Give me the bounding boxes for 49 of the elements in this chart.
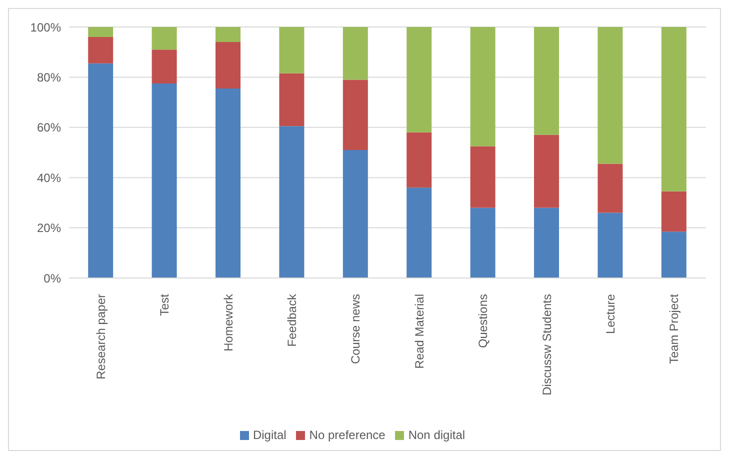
bar (88, 63, 114, 278)
bar (661, 191, 686, 232)
legend-label: Digital (252, 428, 286, 442)
y-tick-label: 0% (44, 271, 62, 286)
bar (661, 232, 686, 278)
y-tick-label: 80% (36, 70, 62, 84)
y-tick-label: 40% (36, 170, 62, 185)
bar (279, 126, 304, 278)
bar (470, 27, 496, 146)
legend-label: No preference (309, 428, 386, 442)
legend-label: Non digital (408, 428, 466, 442)
bar (406, 132, 432, 188)
x-tick-label: Lecture (603, 294, 618, 334)
x-tick-label: Discussw Students (540, 294, 554, 396)
bar (88, 27, 114, 38)
x-tick-label: Team Project (667, 293, 682, 364)
bar (598, 27, 623, 164)
bar (279, 73, 304, 126)
bar (406, 27, 432, 132)
x-tick-label: Read Material (412, 294, 426, 369)
bar (216, 42, 241, 88)
bar (470, 208, 496, 278)
x-tick-label: Feedback (284, 293, 299, 347)
y-tick-label: 20% (36, 221, 62, 236)
bar (216, 27, 241, 42)
bar (152, 83, 177, 278)
bar (598, 164, 623, 213)
bar (534, 27, 560, 135)
bar (152, 50, 177, 84)
bar (406, 188, 432, 278)
x-tick-label: Test (158, 293, 172, 316)
bar (470, 146, 496, 208)
x-tick-label: Research paper (94, 294, 108, 380)
bar (342, 80, 368, 150)
bar (342, 27, 368, 80)
y-tick-label: 60% (36, 120, 62, 135)
bar (534, 134, 560, 208)
x-tick-label: Course news (348, 294, 363, 364)
bar (88, 37, 114, 64)
bar (534, 208, 560, 278)
x-tick-label: Questions (476, 294, 490, 348)
bar (216, 88, 241, 278)
bar (661, 27, 686, 192)
bar (279, 27, 304, 74)
y-tick-label: 100% (30, 20, 62, 34)
bar (152, 27, 177, 50)
x-tick-label: Homework (221, 293, 236, 352)
bar (598, 212, 623, 278)
bar (342, 150, 368, 278)
